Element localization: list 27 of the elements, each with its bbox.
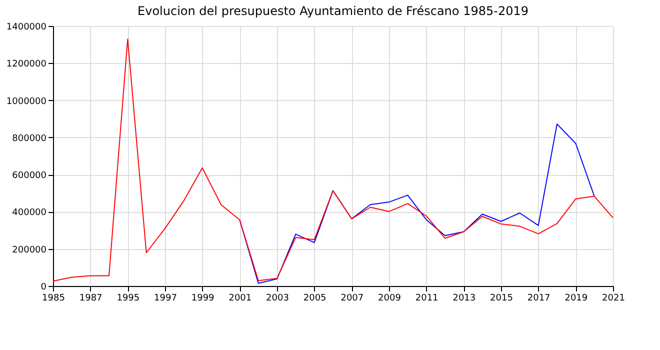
x-tick-label: 2017 [527, 294, 550, 304]
x-tick-label: 2009 [378, 294, 402, 304]
x-tick-label: 2001 [228, 294, 252, 304]
x-tick-label: 2007 [340, 294, 364, 304]
x-tick-label: 1997 [154, 294, 177, 304]
chart-title: Evolucion del presupuesto Ayuntamiento de Fréscano 1985-2019 [138, 4, 528, 18]
y-tick-label: 1400000 [6, 22, 47, 32]
x-tick-label: 1999 [191, 294, 215, 304]
x-tick-label: 2011 [415, 294, 438, 304]
x-tick-label: 2021 [602, 294, 625, 304]
x-tick-label: 2015 [490, 294, 513, 304]
x-tick-label: 1995 [116, 294, 140, 304]
y-tick-label: 800000 [12, 134, 47, 144]
line-series [52, 38, 614, 282]
y-tick-label: 600000 [12, 171, 47, 182]
x-tick-label: 2013 [452, 294, 476, 304]
y-tick-label: 1000000 [6, 96, 47, 107]
x-tick-label: 1987 [79, 294, 102, 304]
x-tick-label: 1985 [42, 294, 65, 304]
y-tick-label: 200000 [12, 245, 47, 256]
y-tick-label: 0 [40, 282, 47, 292]
line-series [239, 124, 595, 284]
x-tick-label: 2003 [266, 294, 289, 304]
x-tick-label: 2005 [303, 294, 326, 304]
x-tick-label: 2019 [564, 294, 588, 304]
y-tick-label: 400000 [12, 208, 47, 218]
y-tick-label: 1200000 [6, 60, 47, 70]
